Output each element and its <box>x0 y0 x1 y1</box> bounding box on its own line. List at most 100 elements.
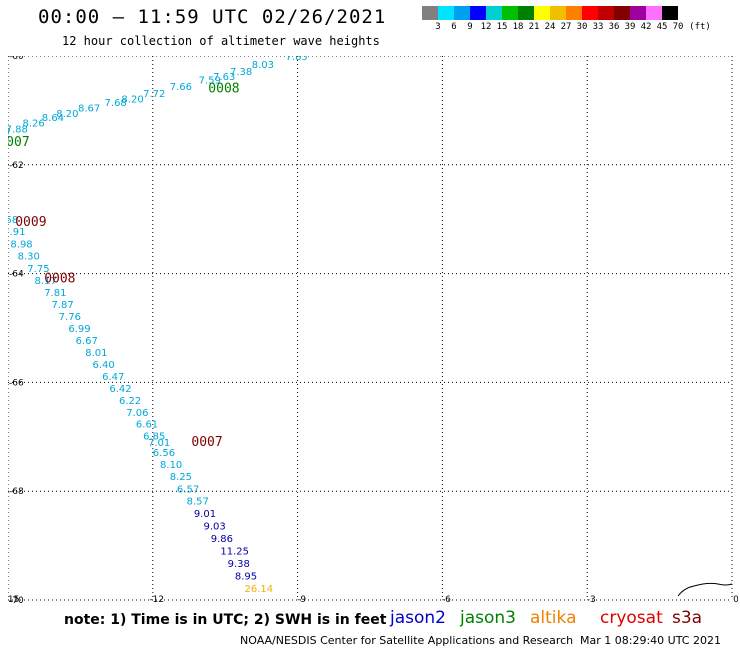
pass-number-label: 0008 <box>44 271 75 286</box>
scale-swatch <box>486 6 502 20</box>
wave-height-label: 7.76 <box>59 312 81 323</box>
lon-tick-label: -12 <box>149 595 164 605</box>
scale-label: 9 <box>467 22 473 32</box>
wave-height-label: 8.20 <box>121 94 143 105</box>
color-scale <box>422 6 678 20</box>
wave-height-label: 8.17 <box>35 276 57 287</box>
scale-label: 70 <box>672 22 684 32</box>
wave-height-label: 6.85 <box>143 432 165 443</box>
coastline <box>677 582 733 597</box>
wave-height-label: 7.75 <box>27 264 49 275</box>
map-tick-labels: -15 -12 -9 -6 -3 0 -60 -62 -64 -66 -68 -70 <box>8 56 738 606</box>
wave-height-label: 26.14 <box>245 584 274 595</box>
pass-number-label: 0007 <box>8 135 30 150</box>
scale-swatch <box>662 6 678 20</box>
lat-tick-label: -60 <box>9 56 24 62</box>
scale-swatch <box>550 6 566 20</box>
wave-height-label: 7.06 <box>126 408 148 419</box>
units-note: note: 1) Time is in UTC; 2) SWH is in fe… <box>64 612 387 628</box>
scale-swatch <box>438 6 454 20</box>
wave-height-label: 8.47 <box>8 129 11 140</box>
scale-label: 45 <box>656 22 668 32</box>
pass-number-label: 0008 <box>208 82 239 97</box>
wave-height-label: 7.63 <box>213 72 235 83</box>
pass-number-label: 0007 <box>191 435 222 450</box>
wave-height-label: 7.88 <box>8 124 28 135</box>
legend-item-s3a: s3a <box>672 608 703 628</box>
scale-swatch <box>582 6 598 20</box>
wave-height-label: 6.42 <box>109 384 131 395</box>
wave-height-label: 8.10 <box>160 460 182 471</box>
credit-text: NOAA/NESDIS Center for Satellite Applica… <box>240 634 574 647</box>
legend-item-jason3: jason3 <box>460 608 516 628</box>
wave-height-label: 8.25 <box>170 472 192 483</box>
wave-height-label: 8.64 <box>42 113 64 124</box>
wave-height-label: 6.57 <box>177 484 199 495</box>
scale-label: 30 <box>576 22 588 32</box>
wave-height-label: 7.38 <box>230 67 252 78</box>
scale-label: (ft) <box>689 22 711 32</box>
lat-tick-label: -68 <box>9 487 24 497</box>
generated-timestamp: Mar 1 08:29:40 UTC 2021 <box>580 634 721 647</box>
wave-height-label: 8.98 <box>10 240 32 251</box>
lon-tick-label: -6 <box>442 595 451 605</box>
wave-height-values: 7.858.037.387.637.597.667.728.207.688.67… <box>8 56 308 595</box>
wave-height-label: 8.26 <box>22 118 44 129</box>
scale-swatch <box>454 6 470 20</box>
lat-tick-label: -70 <box>9 596 24 606</box>
wave-height-label: 8.95 <box>235 572 257 583</box>
wave-height-label: 7.91 <box>8 227 25 238</box>
scale-label: 42 <box>640 22 652 32</box>
scale-label: 27 <box>560 22 572 32</box>
scale-swatch <box>598 6 614 20</box>
wave-height-label: 6.67 <box>76 336 98 347</box>
scale-label: 6 <box>451 22 457 32</box>
lon-tick-label: -15 <box>8 595 19 605</box>
wave-height-label: 6.61 <box>136 420 158 431</box>
scale-swatch <box>534 6 550 20</box>
scale-swatch <box>566 6 582 20</box>
wave-height-label: 8.30 <box>18 252 40 263</box>
scale-label: 12 <box>480 22 492 32</box>
wave-height-label: 9.01 <box>194 509 216 520</box>
pass-labels: 0008 0007 0009 0008 0007 <box>8 82 240 451</box>
scale-label: 24 <box>544 22 556 32</box>
wave-height-label: 7.58 <box>8 215 18 226</box>
wave-height-label: 7.81 <box>44 288 66 299</box>
pass-number-label: 0009 <box>15 215 46 230</box>
lat-tick-label: -64 <box>9 270 24 280</box>
wave-height-label: 6.56 <box>153 448 175 459</box>
scale-swatch <box>518 6 534 20</box>
scale-label: 18 <box>512 22 524 32</box>
page-title: 00:00 — 11:59 UTC 02/26/2021 <box>38 6 387 28</box>
wave-height-label: 11.25 <box>220 546 249 557</box>
wave-height-label: 9.03 <box>203 521 225 532</box>
coastline-segment <box>677 582 733 597</box>
legend-item-cryosat: cryosat <box>600 608 663 628</box>
page-subtitle: 12 hour collection of altimeter wave hei… <box>62 34 380 48</box>
wave-height-label: 7.85 <box>286 56 308 63</box>
scale-swatch <box>646 6 662 20</box>
scale-label: 33 <box>592 22 604 32</box>
scale-label: 36 <box>608 22 620 32</box>
scale-swatch <box>614 6 630 20</box>
lon-tick-label: 0 <box>733 595 738 605</box>
lat-tick-label: -66 <box>9 378 24 388</box>
map-grid <box>8 56 733 601</box>
wave-height-label: 7.68 <box>105 98 127 109</box>
scale-label: 3 <box>435 22 441 32</box>
wave-height-label: 6.47 <box>102 372 124 383</box>
wave-height-label: 8.01 <box>85 348 107 359</box>
wave-height-label: 6.22 <box>119 396 141 407</box>
color-scale-labels: 3 6 9 12 15 18 21 24 27 30 33 36 39 42 45 70 (ft) <box>422 22 740 34</box>
wave-height-label: 8.03 <box>252 60 274 71</box>
legend-item-jason2: jason2 <box>390 608 446 628</box>
lat-tick-label: -62 <box>9 161 24 171</box>
wave-height-label: 9.86 <box>211 534 233 545</box>
scale-label: 39 <box>624 22 636 32</box>
wave-height-label: 6.40 <box>92 360 114 371</box>
scale-swatch <box>502 6 518 20</box>
lon-tick-label: -3 <box>587 595 596 605</box>
wave-height-map: -15 -12 -9 -6 -3 0 -60 -62 -64 -66 -68 -70 7.85 8.03… <box>8 56 738 606</box>
wave-height-label: 8.67 <box>78 104 100 115</box>
